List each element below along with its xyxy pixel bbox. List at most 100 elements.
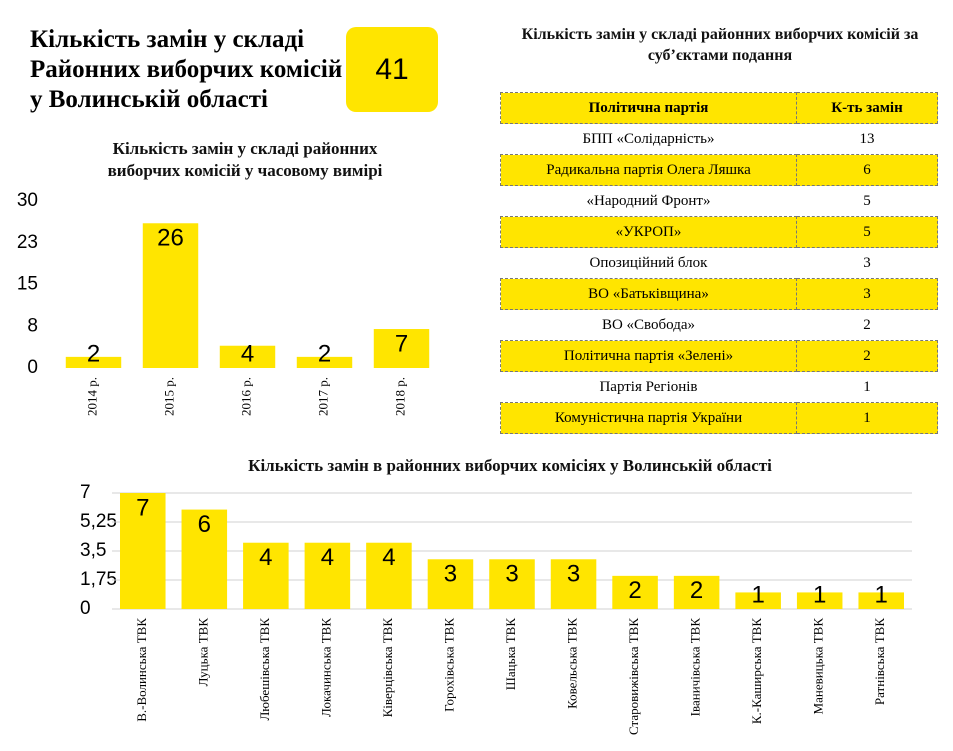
table-title: Кількість замін у складі районних виборч…	[521, 26, 919, 64]
x-tick-label: 2014 р.	[84, 377, 99, 416]
table-cell: 2	[863, 316, 871, 333]
table-cell: 5	[796, 216, 938, 248]
x-tick-label: Локачинська ТВК	[318, 618, 333, 717]
bar	[427, 559, 474, 609]
y-tick-label: 3,5	[80, 540, 106, 561]
data-label: 2	[318, 340, 331, 367]
table-cell: 13	[859, 130, 875, 147]
bar	[858, 592, 904, 609]
table-cell: ВО «Свобода»	[601, 316, 696, 333]
data-label: 2	[87, 340, 100, 367]
y-tick-label: 8	[27, 315, 38, 336]
x-tick-label: 2015 р.	[161, 377, 176, 416]
data-label: 4	[241, 340, 254, 367]
table-row: Радикальна партія Олега Ляшка 6	[500, 154, 938, 186]
x-tick-label: Ковельська ТВК	[565, 618, 580, 709]
bar	[219, 345, 276, 368]
table-row: ВО «Свобода» 2	[501, 310, 938, 341]
table-header: Політична партія К-ть замін	[500, 92, 938, 124]
data-label: 2	[628, 577, 641, 604]
y-tick-label: 0	[27, 357, 38, 378]
bar	[489, 559, 535, 609]
table-cell: 6	[796, 154, 938, 186]
table-cell: Комуністична партія України	[500, 402, 797, 434]
bar	[65, 356, 122, 368]
table-row: БПП «Солідарність» 13	[501, 124, 938, 155]
bar	[181, 509, 228, 609]
y-tick-label: 23	[17, 232, 38, 253]
x-tick-label: 2017 р.	[315, 377, 330, 416]
x-tick-label: Ківерцівська ТВК	[380, 618, 395, 718]
x-tick-label: 2018 р.	[392, 377, 407, 416]
y-tick-label: 1,75	[80, 569, 117, 590]
table-row: Опозиційний блок 3	[501, 248, 938, 279]
data-label: 4	[321, 544, 334, 571]
data-label: 3	[505, 561, 518, 588]
x-tick-label: 2016 р.	[238, 377, 253, 416]
bar	[735, 592, 781, 609]
data-label: 3	[444, 561, 457, 588]
data-label: 7	[395, 330, 408, 357]
bar	[366, 542, 412, 609]
x-tick-label: В.-Волинська ТВК	[134, 618, 149, 722]
x-tick-label: Старовижівська ТВК	[626, 618, 641, 735]
table-cell: 3	[863, 254, 871, 271]
data-label: 4	[382, 544, 395, 571]
total-count: 41	[346, 27, 438, 112]
x-tick-label: Горохівська ТВК	[441, 618, 456, 712]
table-cell: Радикальна партія Олега Ляшка	[500, 154, 797, 186]
table-cell: ВО «Батьківщина»	[500, 278, 797, 310]
table-cell: «Народний Фронт»	[586, 192, 711, 209]
table-row: «Народний Фронт» 5	[501, 186, 938, 217]
y-tick-label: 30	[17, 190, 38, 211]
y-tick-label: 15	[17, 274, 38, 295]
x-tick-label: Луцька ТВК	[195, 618, 210, 687]
x-tick-label: Шацька ТВК	[503, 618, 518, 691]
y-tick-label: 0	[80, 598, 91, 619]
party-table: Політична партія К-ть замін БПП «Солідарні…	[500, 92, 938, 434]
data-label: 1	[751, 581, 764, 608]
x-tick-label: Маневицька ТВК	[811, 618, 826, 715]
bar	[612, 575, 658, 609]
data-label: 7	[136, 494, 149, 521]
bar	[120, 493, 166, 609]
bar	[373, 329, 430, 368]
table-cell: 5	[863, 192, 871, 209]
data-label: 1	[875, 581, 888, 608]
table-cell: 1	[863, 378, 871, 395]
data-label: 2	[690, 577, 703, 604]
x-tick-label: Любешівська ТВК	[257, 618, 272, 721]
data-label: 26	[157, 225, 184, 252]
x-tick-label: К.-Каширська ТВК	[749, 618, 764, 724]
table-cell: Політична партія «Зелені»	[500, 340, 797, 372]
table-row: Партія Регіонів 1	[501, 372, 938, 403]
table-cell: 3	[796, 278, 938, 310]
chart-title: Кількість замін в районних виборчих комі…	[248, 456, 772, 475]
bar	[142, 223, 199, 368]
table-row: ВО «Батьківщина» 3	[500, 278, 938, 310]
table-cell: «УКРОП»	[500, 216, 797, 248]
main-title: Кількість замін у складі Районних виборч…	[30, 26, 343, 113]
y-tick-label: 5,25	[80, 511, 117, 532]
table-row: Політична партія «Зелені» 2	[500, 340, 938, 372]
bar	[243, 542, 289, 609]
bar	[796, 592, 843, 609]
data-label: 3	[567, 561, 580, 588]
table-cell: БПП «Солідарність»	[582, 130, 715, 147]
table-cell: Опозиційний блок	[589, 254, 708, 271]
y-tick-label: 7	[80, 482, 91, 503]
bar	[673, 575, 720, 609]
bar	[304, 542, 351, 609]
table-cell: 2	[796, 340, 938, 372]
table-cell: Партія Регіонів	[599, 378, 698, 395]
x-tick-label: Іваничівська ТВК	[688, 618, 703, 717]
table-row: Комуністична партія України 1	[500, 402, 938, 434]
x-tick-label: Ратнівська ТВК	[872, 618, 887, 705]
table-row: «УКРОП» 5	[500, 216, 938, 248]
column-header: Політична партія	[500, 92, 797, 124]
column-header: К-ть замін	[796, 92, 938, 124]
table-cell: 1	[796, 402, 938, 434]
data-label: 4	[259, 544, 272, 571]
